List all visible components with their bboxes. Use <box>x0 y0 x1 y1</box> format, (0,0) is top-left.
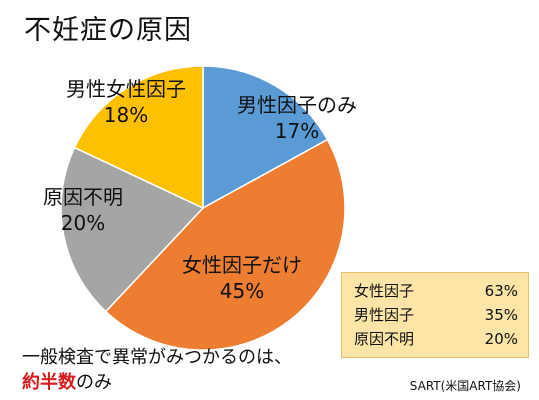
slice-name: 男性因子のみ <box>237 93 357 117</box>
pie-slice-3 <box>73 65 204 210</box>
slice-percent: 45% <box>219 279 265 303</box>
stats-row-male: 男性因子 35% <box>354 303 518 327</box>
source-credit: SART(米国ART協会) <box>409 379 521 393</box>
slice-percent: 18% <box>103 103 149 127</box>
stats-label: 男性因子 <box>354 306 415 324</box>
footnote-suffix: のみ <box>76 372 112 393</box>
stats-value: 20% <box>484 330 518 348</box>
slice-label-unknown: 原因不明 20% <box>28 184 138 236</box>
slice-name: 男性女性因子 <box>66 77 186 101</box>
stats-value: 63% <box>484 282 518 300</box>
stats-row-female: 女性因子 63% <box>354 279 518 303</box>
pie-slice-0 <box>202 65 329 210</box>
slice-percent: 20% <box>60 211 106 235</box>
slice-name: 女性因子だけ <box>182 253 302 277</box>
slice-label-female-only: 女性因子だけ 45% <box>162 252 322 304</box>
slice-name: 原因不明 <box>43 185 123 209</box>
slice-label-male-only: 男性因子のみ 17% <box>222 92 372 144</box>
footnote: 一般検査で異常がみつかるのは、 約半数のみ <box>22 345 292 395</box>
slice-percent: 17% <box>274 119 320 143</box>
page-title: 不妊症の原因 <box>24 15 192 46</box>
stats-value: 35% <box>484 306 518 324</box>
stats-box: 女性因子 63% 男性因子 35% 原因不明 20% <box>341 272 529 358</box>
pie-slice-1 <box>104 138 346 351</box>
stats-row-unknown: 原因不明 20% <box>354 327 518 351</box>
slice-label-male-female: 男性女性因子 18% <box>56 76 196 128</box>
stats-label: 女性因子 <box>354 282 415 300</box>
footnote-line2: 約半数のみ <box>22 370 292 395</box>
footnote-highlight: 約半数 <box>22 372 76 393</box>
pie-slice-2 <box>60 146 205 313</box>
stats-label: 原因不明 <box>354 330 415 348</box>
footnote-line1: 一般検査で異常がみつかるのは、 <box>22 347 292 368</box>
